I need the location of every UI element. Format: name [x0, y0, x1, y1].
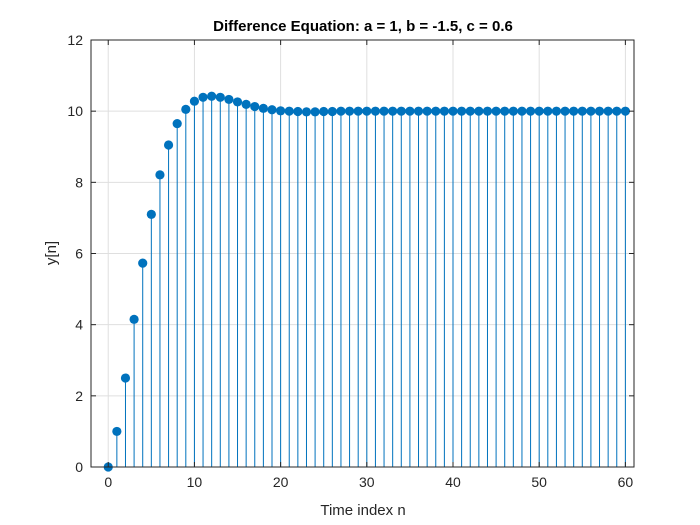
- stem-marker: [258, 103, 268, 113]
- stem-marker: [250, 101, 260, 112]
- stem-marker: [319, 106, 329, 117]
- stem-marker: [293, 106, 303, 117]
- stem-marker: [508, 106, 518, 116]
- y-tick-label: 2: [75, 388, 83, 404]
- stem-marker: [267, 105, 277, 115]
- stem-marker: [491, 106, 501, 116]
- chart-title: Difference Equation: a = 1, b = -1.5, c …: [213, 18, 513, 35]
- stem-marker: [344, 106, 355, 116]
- stem-marker: [405, 106, 415, 116]
- tick-labels: 0 10 20 30 40 50 60 0 2 4 6 8 10 12: [67, 32, 633, 490]
- y-axis-label: y[n]: [43, 241, 60, 265]
- stem-marker: [439, 106, 449, 116]
- stem-marker: [500, 106, 510, 116]
- stem-marker: [534, 106, 544, 116]
- stem-marker: [224, 94, 234, 105]
- stem-marker: [155, 170, 165, 180]
- stem-marker: [413, 106, 424, 116]
- y-tick-label: 10: [67, 103, 83, 119]
- stem-marker: [336, 106, 346, 116]
- x-tick-label: 60: [618, 474, 634, 490]
- stem-marker: [448, 106, 458, 116]
- stem-marker: [594, 106, 605, 116]
- stem-marker: [465, 106, 475, 116]
- stem-marker: [120, 373, 131, 383]
- stem-marker: [431, 106, 441, 116]
- stem-marker: [198, 92, 208, 102]
- stem-marker: [586, 106, 596, 116]
- stem-marker: [560, 106, 570, 116]
- stem-marker: [474, 106, 484, 116]
- y-tick-label: 12: [67, 32, 83, 48]
- stem-marker: [172, 119, 182, 129]
- x-tick-label: 0: [104, 474, 112, 490]
- stem-marker: [482, 106, 493, 116]
- stem-marker: [163, 140, 174, 150]
- stem-marker: [310, 107, 320, 117]
- stem-marker: [525, 106, 536, 116]
- x-tick-label: 10: [187, 474, 203, 490]
- stem-marker: [276, 106, 286, 116]
- stem-marker: [301, 107, 312, 117]
- grid: [91, 39, 634, 468]
- x-tick-label: 30: [359, 474, 375, 490]
- stem-marker: [112, 426, 122, 437]
- stem-marker: [396, 106, 406, 116]
- stem-marker: [181, 104, 191, 114]
- stem-marker: [215, 92, 225, 102]
- stem-marker: [620, 106, 630, 116]
- stem-marker: [551, 106, 562, 116]
- y-tick-label: 4: [75, 317, 83, 333]
- x-tick-label: 20: [273, 474, 289, 490]
- stem-marker: [543, 106, 553, 116]
- stem-marker: [207, 91, 217, 101]
- stem-marker: [379, 106, 389, 116]
- stem-marker: [241, 99, 251, 110]
- x-axis-label: Time index n: [320, 502, 405, 519]
- axes: [90, 39, 635, 468]
- stem-marker: [327, 106, 337, 117]
- stem-marker: [189, 96, 200, 106]
- stem-marker: [138, 258, 148, 268]
- stem-series: [103, 91, 630, 472]
- stem-marker: [146, 209, 156, 219]
- stem-marker: [129, 314, 139, 324]
- stem-marker: [422, 106, 432, 116]
- stem-marker: [388, 106, 398, 116]
- stem-marker: [603, 106, 613, 116]
- stem-marker: [577, 106, 587, 116]
- stem-marker: [362, 106, 372, 116]
- x-tick-label: 40: [445, 474, 461, 490]
- stem-marker: [370, 106, 381, 116]
- stem-marker: [457, 106, 467, 116]
- stem-marker: [569, 106, 579, 116]
- y-tick-label: 0: [75, 459, 83, 475]
- stem-marker: [517, 106, 527, 116]
- x-tick-label: 50: [531, 474, 547, 490]
- stem-marker: [612, 106, 622, 116]
- stem-marker: [284, 106, 294, 116]
- y-tick-label: 6: [75, 246, 83, 262]
- y-tick-label: 8: [75, 174, 83, 190]
- stem-marker: [232, 97, 243, 107]
- stem-marker: [353, 106, 363, 116]
